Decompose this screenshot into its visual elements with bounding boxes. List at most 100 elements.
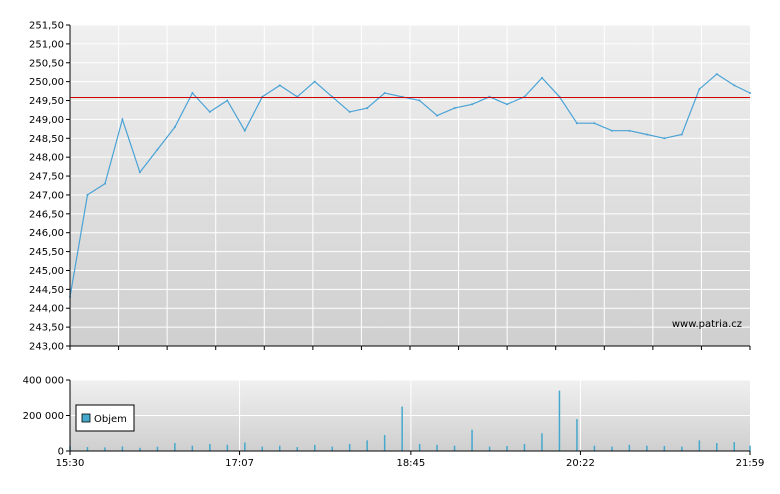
price-data-point — [610, 129, 613, 132]
price-data-point — [680, 133, 683, 136]
price-data-point — [593, 122, 596, 125]
price-ytick-label: 250,50 — [29, 58, 64, 69]
price-data-point — [663, 137, 666, 140]
price-data-point — [453, 107, 456, 110]
price-data-point — [173, 126, 176, 128]
price-data-point — [698, 88, 701, 91]
time-tick-label: 15:30 — [56, 458, 85, 469]
volume-bar — [296, 447, 298, 451]
price-data-point — [313, 80, 316, 83]
volume-bar — [471, 429, 473, 451]
volume-bar — [139, 447, 141, 451]
price-data-point — [645, 133, 648, 136]
price-data-point — [348, 110, 351, 113]
volume-bar — [611, 446, 613, 451]
volume-bar — [401, 406, 403, 451]
price-ytick-label: 250,00 — [29, 77, 64, 88]
volume-legend: Objem — [75, 404, 135, 432]
volume-ytick-label: 0 — [58, 447, 64, 458]
price-data-point — [138, 171, 141, 174]
volume-bar — [191, 445, 194, 451]
price-series-line — [69, 73, 751, 298]
price-ytick-label: 248,00 — [29, 153, 64, 164]
volume-bar — [314, 444, 316, 451]
volume-bar — [261, 446, 263, 451]
price-ytick-label: 247,00 — [29, 190, 64, 201]
volume-bar — [86, 447, 89, 451]
price-data-point — [541, 76, 543, 79]
price-ytick-label: 243,50 — [29, 323, 64, 334]
price-data-point — [226, 99, 229, 102]
price-data-point — [243, 129, 246, 132]
volume-panel: 0 200 000 400 000 15:30 17:07 18:45 20:22 21:59 — [23, 376, 765, 470]
volume-bar — [541, 433, 543, 452]
price-data-point — [715, 73, 718, 76]
price-data-point — [575, 122, 578, 125]
legend-swatch-objem — [81, 413, 91, 423]
price-data-point — [471, 103, 474, 106]
price-data-point — [436, 114, 439, 117]
volume-bar — [366, 440, 368, 451]
volume-bar — [121, 446, 124, 451]
price-data-point — [191, 92, 194, 94]
volume-bar — [488, 446, 491, 451]
time-tick-label: 18:45 — [396, 458, 425, 469]
price-data-point — [506, 103, 508, 106]
volume-bar — [209, 443, 211, 451]
volume-bar — [244, 442, 246, 451]
price-ytick-label: 244,00 — [29, 304, 64, 315]
price-data-point — [383, 92, 386, 94]
price-ytick-label: 245,00 — [29, 266, 64, 277]
price-data-point — [366, 107, 369, 110]
volume-bar — [733, 442, 735, 451]
price-ytick-label: 248,50 — [29, 134, 64, 145]
time-tick-label: 17:07 — [225, 458, 254, 469]
volume-bar — [156, 446, 159, 451]
volume-bar — [383, 435, 386, 451]
price-ytick-label: 251,00 — [29, 39, 64, 50]
volume-bar — [104, 447, 106, 451]
watermark-text: www.patria.cz — [672, 319, 742, 330]
price-ytick-label: 245,50 — [29, 247, 64, 258]
volume-bar — [749, 445, 751, 451]
volume-bar — [628, 444, 631, 451]
volume-bar — [646, 445, 648, 451]
volume-bar — [453, 445, 456, 451]
volume-bar — [698, 440, 701, 451]
volume-bar — [279, 445, 281, 451]
price-data-point — [733, 84, 736, 87]
price-ytick-label: 251,50 — [29, 21, 64, 32]
price-data-point — [121, 118, 124, 121]
volume-bar — [523, 443, 526, 451]
price-ytick-label: 249,50 — [29, 96, 64, 107]
volume-bar — [436, 444, 438, 451]
volume-bar — [681, 446, 683, 451]
volume-bar — [226, 444, 229, 451]
price-data-point — [628, 129, 631, 132]
price-ytick-label: 244,50 — [29, 285, 64, 296]
time-tick-label: 21:59 — [736, 458, 765, 469]
volume-bar — [593, 445, 596, 451]
price-ytick-label: 246,00 — [29, 228, 64, 239]
volume-bar — [348, 443, 351, 451]
volume-bar — [558, 390, 561, 451]
price-data-point — [156, 148, 159, 151]
volume-bar — [663, 446, 666, 451]
price-data-point — [418, 99, 421, 102]
price-data-point — [208, 110, 211, 113]
volume-bar — [174, 443, 176, 451]
price-ytick-label: 249,00 — [29, 115, 64, 126]
price-ytick-label: 247,50 — [29, 172, 64, 183]
volume-bar — [418, 443, 421, 451]
price-data-point — [749, 92, 751, 94]
price-ytick-label: 246,50 — [29, 209, 64, 220]
volume-ytick-label: 400 000 — [23, 376, 64, 387]
volume-ytick-label: 200 000 — [23, 411, 64, 422]
price-data-point — [278, 84, 281, 87]
volume-bar — [506, 446, 508, 451]
price-ytick-label: 243,00 — [29, 342, 64, 353]
time-tick-label: 20:22 — [566, 458, 595, 469]
volume-bar — [576, 419, 578, 451]
